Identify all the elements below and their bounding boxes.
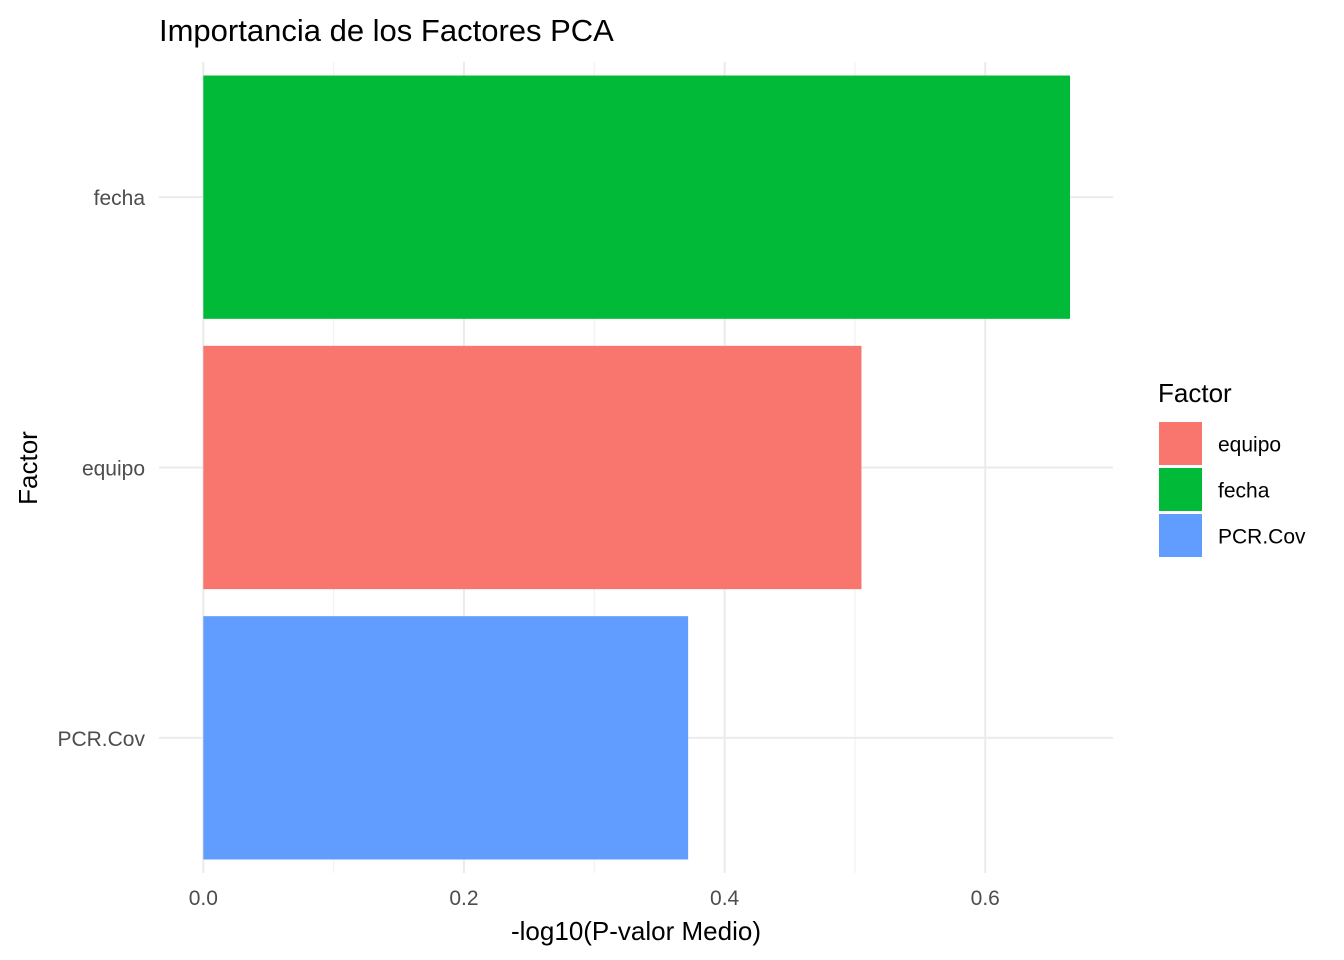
x-axis-tick-labels: 0.0 0.2 0.4 0.6 [189, 887, 1000, 910]
y-tick-label: PCR.Cov [57, 728, 145, 751]
bar-equipo [203, 345, 862, 590]
legend-title: Factor [1158, 378, 1232, 408]
x-tick-label: 0.6 [971, 887, 1000, 910]
x-tick-label: 0.2 [449, 887, 478, 910]
legend-label: PCR.Cov [1218, 526, 1306, 549]
y-tick-label: equipo [82, 458, 145, 481]
legend-label: fecha [1218, 480, 1270, 503]
x-axis-title: -log10(P-valor Medio) [511, 916, 761, 946]
legend-key [1159, 514, 1202, 557]
x-tick-label: 0.0 [189, 887, 218, 910]
y-axis-tick-labels: fecha equipo PCR.Cov [57, 187, 145, 751]
chart-title: Importancia de los Factores PCA [159, 13, 614, 48]
bar-pcr-cov [203, 616, 689, 860]
legend: Factor equipo fecha PCR.Cov [1158, 378, 1306, 557]
bar-fecha [203, 75, 1070, 319]
legend-key [1159, 468, 1202, 511]
bars [203, 75, 1070, 860]
y-axis-title: Factor [13, 431, 43, 505]
y-tick-label: fecha [94, 187, 146, 210]
x-tick-label: 0.4 [710, 887, 740, 910]
legend-items: equipo fecha PCR.Cov [1159, 422, 1306, 557]
legend-label: equipo [1218, 434, 1281, 457]
legend-key [1159, 422, 1202, 465]
